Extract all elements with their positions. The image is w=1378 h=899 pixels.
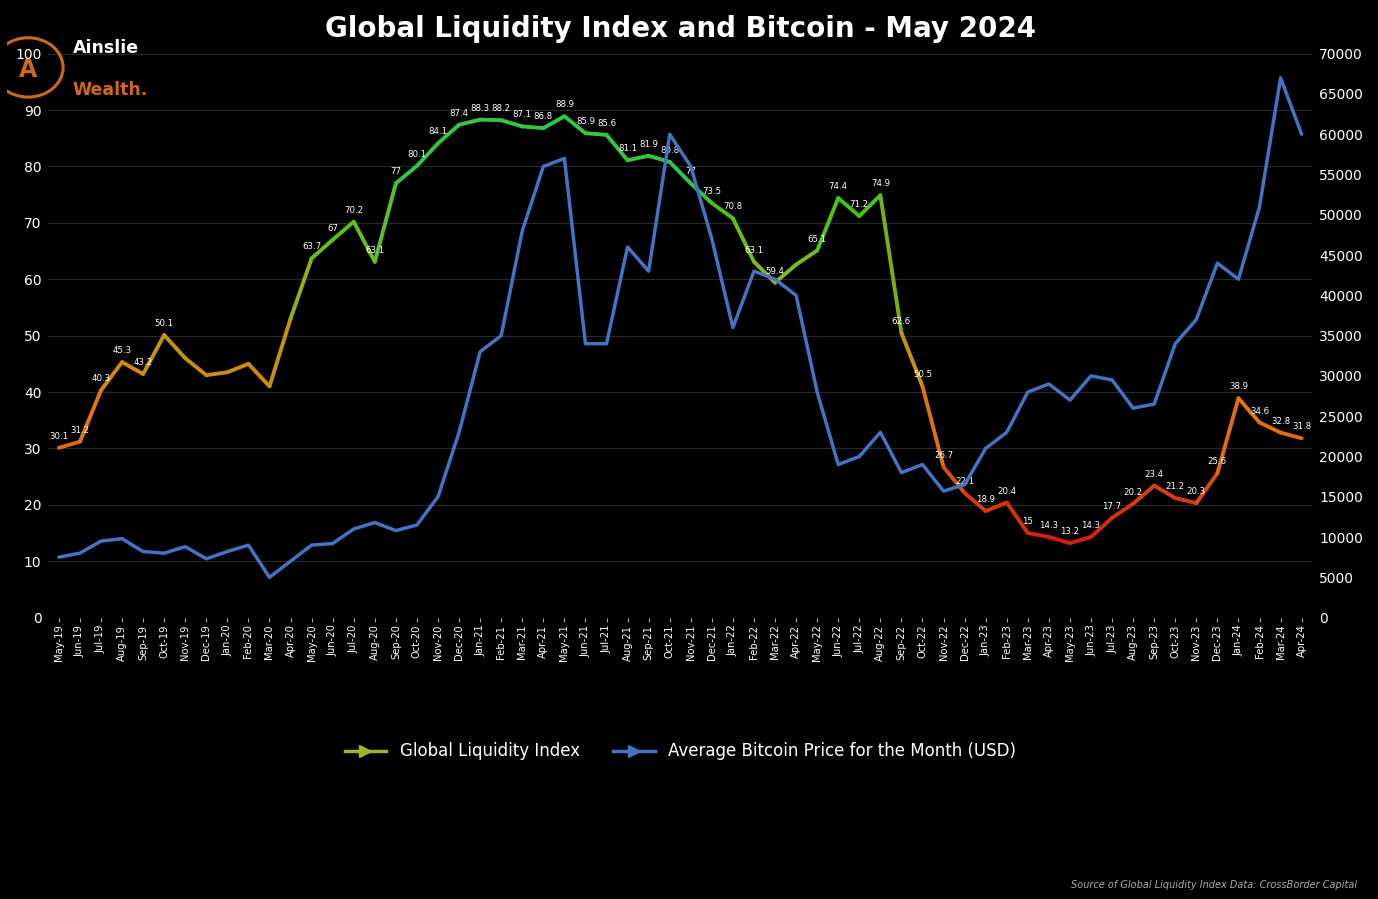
Text: 20.2: 20.2 (1123, 488, 1142, 497)
Text: 59.4: 59.4 (766, 267, 784, 276)
Text: 17.7: 17.7 (1102, 502, 1122, 511)
Text: 31.8: 31.8 (1293, 423, 1312, 432)
Text: 20.3: 20.3 (1186, 487, 1206, 496)
Text: 74.4: 74.4 (828, 182, 847, 191)
Text: 34.6: 34.6 (1250, 406, 1269, 415)
Text: 80.8: 80.8 (660, 146, 679, 155)
Text: 70.2: 70.2 (344, 206, 364, 215)
Text: 88.9: 88.9 (555, 101, 573, 110)
Text: 26.7: 26.7 (934, 451, 954, 460)
Text: 25.6: 25.6 (1209, 458, 1226, 467)
Text: 14.3: 14.3 (1039, 521, 1058, 530)
Legend: Global Liquidity Index, Average Bitcoin Price for the Month (USD): Global Liquidity Index, Average Bitcoin … (338, 736, 1022, 767)
Text: 73.5: 73.5 (703, 187, 722, 196)
Text: 87.4: 87.4 (449, 109, 469, 118)
Text: 43.2: 43.2 (134, 358, 153, 367)
Text: 65.1: 65.1 (808, 235, 827, 244)
Text: 62.6: 62.6 (892, 316, 911, 325)
Text: 86.8: 86.8 (533, 112, 553, 121)
Text: 87.1: 87.1 (513, 111, 532, 120)
Text: 77: 77 (390, 167, 401, 176)
Text: 63.1: 63.1 (365, 245, 384, 254)
Text: 23.4: 23.4 (1145, 469, 1164, 478)
Text: 63.7: 63.7 (302, 243, 321, 252)
Text: 20.4: 20.4 (998, 486, 1017, 495)
Text: 31.2: 31.2 (70, 426, 90, 435)
Text: 30.1: 30.1 (50, 432, 69, 441)
Text: 14.3: 14.3 (1082, 521, 1101, 530)
Text: 85.9: 85.9 (576, 117, 595, 126)
Text: Source of Global Liquidity Index Data: CrossBorder Capital: Source of Global Liquidity Index Data: C… (1071, 880, 1357, 890)
Text: 77: 77 (685, 167, 696, 176)
Text: 70.8: 70.8 (723, 202, 743, 211)
Text: 45.3: 45.3 (113, 346, 132, 355)
Text: 80.1: 80.1 (408, 150, 427, 159)
Text: 13.2: 13.2 (1061, 527, 1079, 536)
Text: Ainslie: Ainslie (73, 39, 139, 57)
Text: 81.9: 81.9 (639, 139, 659, 149)
Text: 21.2: 21.2 (1166, 482, 1185, 491)
Text: A: A (19, 58, 37, 82)
Text: 84.1: 84.1 (429, 128, 448, 137)
Text: 71.2: 71.2 (850, 200, 870, 209)
Text: 15: 15 (1022, 517, 1034, 526)
Text: 50.1: 50.1 (154, 319, 174, 328)
Text: 32.8: 32.8 (1271, 416, 1290, 426)
Text: Wealth.: Wealth. (73, 81, 147, 99)
Text: 88.3: 88.3 (470, 103, 489, 112)
Text: 63.1: 63.1 (744, 245, 763, 254)
Text: 81.1: 81.1 (617, 145, 637, 154)
Text: 67: 67 (327, 224, 338, 233)
Title: Global Liquidity Index and Bitcoin - May 2024: Global Liquidity Index and Bitcoin - May… (325, 15, 1036, 43)
Text: 22.1: 22.1 (955, 477, 974, 486)
Text: 85.6: 85.6 (597, 119, 616, 128)
Text: 38.9: 38.9 (1229, 382, 1248, 391)
Text: 18.9: 18.9 (976, 495, 995, 504)
Text: 74.9: 74.9 (871, 179, 890, 188)
Text: 40.3: 40.3 (91, 374, 110, 383)
Text: 88.2: 88.2 (492, 104, 511, 113)
Text: 50.5: 50.5 (914, 370, 932, 379)
